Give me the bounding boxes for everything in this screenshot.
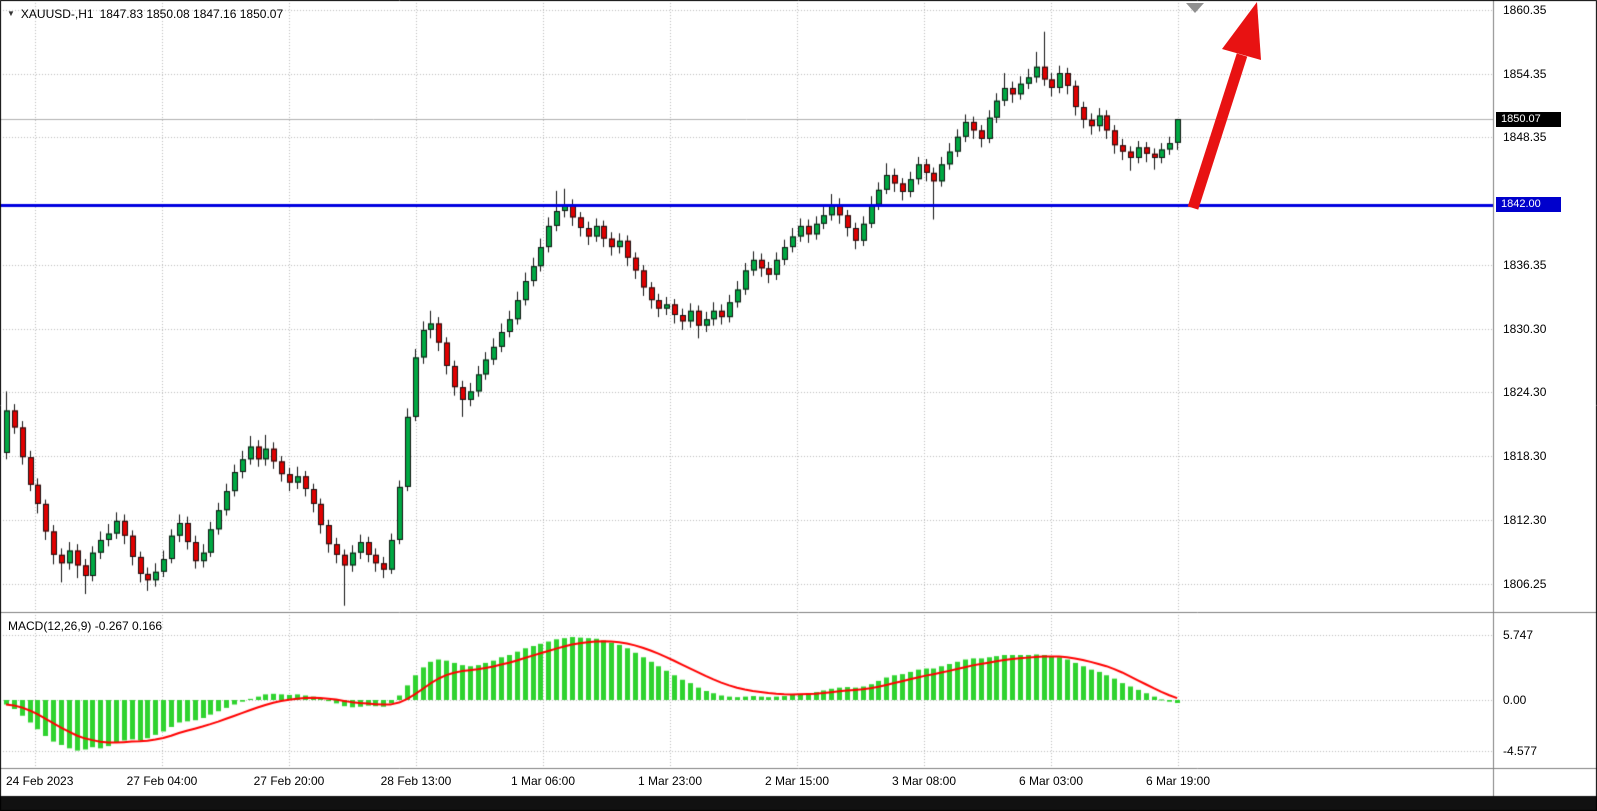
macd-scale-label: 0.00 <box>1503 693 1527 707</box>
time-tick-label: 6 Mar 19:00 <box>1145 774 1211 788</box>
price-tick-label: 1854.35 <box>1503 67 1547 81</box>
macd-scale-label: -4.577 <box>1503 744 1538 758</box>
time-tick-label: 1 Mar 06:00 <box>510 774 576 788</box>
time-tick-label: 24 Feb 2023 <box>6 774 74 788</box>
price-tick-label: 1860.35 <box>1503 3 1547 17</box>
price-tick-label: 1836.35 <box>1503 258 1547 272</box>
chart-shift-marker-icon[interactable] <box>1186 3 1204 13</box>
trend-arrow[interactable] <box>1178 0 1293 215</box>
time-tick-label: 27 Feb 04:00 <box>126 774 198 788</box>
macd-indicator-label: MACD(12,26,9) -0.267 0.166 <box>8 619 163 633</box>
time-tick-label: 27 Feb 20:00 <box>253 774 325 788</box>
symbol-ohlc-label: ▼ XAUUSD-,H1 1847.83 1850.08 1847.16 185… <box>7 7 283 21</box>
price-tick-label: 1818.30 <box>1503 449 1547 463</box>
time-tick-label: 3 Mar 08:00 <box>891 774 957 788</box>
price-tick-label: 1824.30 <box>1503 385 1547 399</box>
symbol-period-text: XAUUSD-,H1 <box>20 7 94 21</box>
macd-scale-label: 5.747 <box>1503 628 1534 642</box>
current-price-badge: 1850.07 <box>1496 112 1561 127</box>
time-tick-label: 1 Mar 23:00 <box>637 774 703 788</box>
time-tick-label: 6 Mar 03:00 <box>1018 774 1084 788</box>
level-price-badge: 1842.00 <box>1496 197 1561 212</box>
ohlc-values-text: 1847.83 1850.08 1847.16 1850.07 <box>99 7 284 21</box>
price-tick-label: 1848.35 <box>1503 130 1547 144</box>
price-tick-label: 1806.25 <box>1503 577 1547 591</box>
price-tick-label: 1830.30 <box>1503 322 1547 336</box>
price-tick-label: 1812.30 <box>1503 513 1547 527</box>
time-tick-label: 28 Feb 13:00 <box>380 774 452 788</box>
time-tick-label: 2 Mar 15:00 <box>764 774 830 788</box>
symbol-dropdown-icon[interactable]: ▼ <box>7 9 15 18</box>
